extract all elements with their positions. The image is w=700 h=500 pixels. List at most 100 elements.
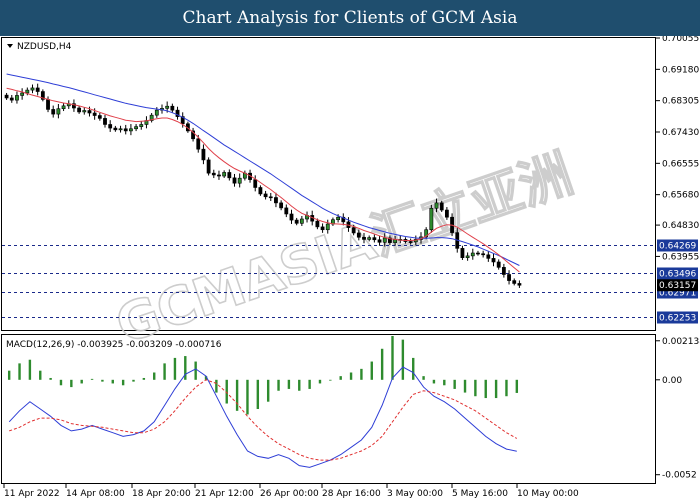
histogram-bar [194, 361, 197, 380]
candle-body [139, 124, 144, 127]
candle-body [294, 219, 299, 224]
macd-signal-line [9, 379, 518, 461]
histogram-bar [18, 363, 21, 380]
candle-body [424, 229, 429, 238]
candle-body [154, 109, 159, 116]
candle-body [46, 99, 50, 110]
histogram-bar [474, 379, 477, 397]
histogram-bar [215, 379, 218, 393]
candle-body [56, 108, 61, 115]
histogram-bar [173, 357, 177, 380]
histogram-bar [463, 379, 467, 393]
histogram-bar [308, 379, 311, 389]
candle-body [253, 179, 258, 188]
candle-body [336, 216, 341, 221]
macd-tick-label: 0.002138 [662, 337, 700, 347]
histogram-bar [422, 376, 425, 380]
price-tick-label: 0.66555 [662, 159, 699, 169]
candle-body [222, 172, 227, 177]
histogram-bar [163, 363, 166, 380]
candle-body [258, 187, 263, 195]
time-tick-label: 26 Apr 00:00 [260, 489, 319, 499]
candle-body [227, 172, 232, 179]
histogram-bar [505, 379, 508, 397]
candle-body [15, 95, 19, 101]
histogram-bar [39, 370, 42, 380]
histogram-bar [90, 378, 94, 380]
candle-body [372, 237, 377, 241]
dropdown-triangle-icon[interactable] [7, 44, 13, 48]
candle-body [470, 252, 475, 257]
candle-body [501, 267, 506, 275]
price-axis: 0.70055 0.69180 0.68305 0.67430 0.66555 0.656… [656, 36, 699, 262]
histogram-bar [235, 379, 239, 411]
candle-body [439, 202, 444, 211]
sma-fast-line [6, 87, 520, 273]
histogram-bar [132, 379, 135, 382]
histogram-bar [142, 377, 146, 380]
level-price-label: 0.64269 [659, 242, 696, 252]
time-tick-label: 28 Apr 16:00 [322, 489, 381, 499]
candle-body [87, 110, 92, 114]
level-price-label: 0.62971 [659, 289, 696, 299]
candle-body [481, 253, 486, 256]
candle-body [113, 127, 118, 131]
candle-body [92, 112, 97, 116]
histogram-bar [432, 379, 436, 384]
candle-body [82, 110, 87, 113]
candle-body [51, 109, 56, 115]
candle-body [268, 196, 273, 199]
current-price-label: 0.63157 [659, 281, 696, 291]
histogram-bar [225, 379, 228, 404]
histogram-bar [287, 379, 291, 389]
candle-body [512, 280, 517, 284]
candle-body [274, 197, 278, 204]
time-tick-label: 14 Apr 08:00 [66, 489, 125, 499]
candle-body [134, 126, 138, 130]
histogram-bar [391, 336, 394, 380]
histogram-bar [360, 368, 363, 380]
candle-body [325, 223, 330, 231]
candle-body [123, 128, 128, 132]
candle-body [103, 118, 107, 125]
candle-body [491, 258, 496, 263]
level-labels: 0.64269 0.63496 0.62971 0.62253 0.63157 [657, 239, 698, 324]
macd-line [8, 366, 517, 468]
candle-body [77, 107, 82, 113]
histogram-bar [121, 379, 125, 386]
candle-body [351, 227, 356, 234]
time-tick-label: 3 May 00:00 [387, 489, 443, 499]
candle-body [382, 237, 387, 243]
candle-body [97, 115, 102, 119]
candle-body [356, 232, 361, 238]
candle-body [118, 128, 123, 131]
candle-body [496, 261, 501, 268]
candle-body [460, 248, 465, 258]
horizontal-levels [2, 245, 655, 318]
candle-body [284, 207, 289, 215]
price-tick-label: 0.65680 [662, 191, 699, 201]
candle-body [388, 237, 392, 243]
candle-body [476, 252, 480, 255]
candle-body [4, 94, 9, 99]
level-price-tag [657, 239, 698, 252]
candle-body [40, 91, 45, 100]
time-tick-label: 10 May 00:00 [517, 489, 579, 499]
candle-body [444, 209, 449, 218]
candle-body [289, 213, 294, 221]
candle-body [20, 92, 25, 96]
histogram-bar [339, 376, 342, 380]
candle-body [108, 124, 113, 129]
candle-body [35, 87, 40, 92]
histogram-bar [443, 379, 446, 386]
macd-label: MACD(12,26,9) -0.003925 -0.003209 -0.000… [6, 340, 222, 350]
histogram-bar [184, 356, 187, 380]
histogram-bar [380, 348, 384, 380]
macd-panel-frame [1, 334, 656, 484]
histogram-bar [59, 379, 63, 386]
histogram-bar [153, 372, 156, 380]
candle-body [486, 254, 491, 259]
candle-body [429, 207, 434, 231]
histogram-bar [412, 357, 415, 380]
histogram-bar [484, 379, 487, 399]
